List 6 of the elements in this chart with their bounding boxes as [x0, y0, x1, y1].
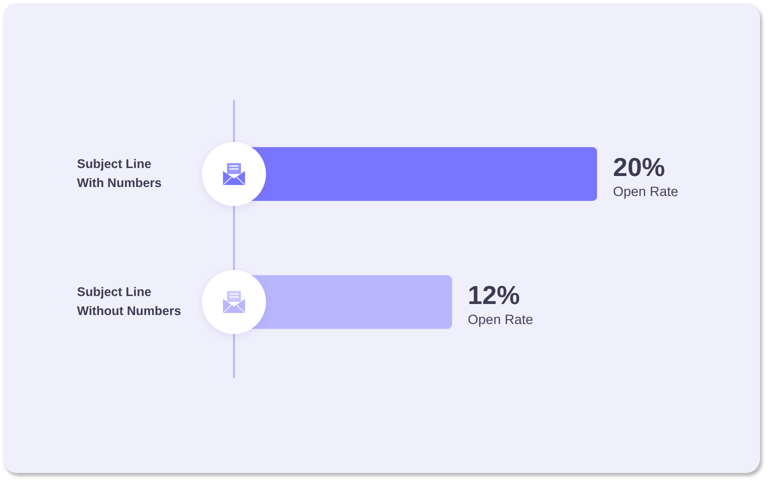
annotation: Open Rate	[613, 184, 678, 199]
y-tick-label: Subject Line Without Numbers	[77, 285, 182, 318]
annotation: Open Rate	[468, 312, 534, 327]
data-label: 12%	[468, 280, 520, 310]
y-tick-label: Subject Line With Numbers	[77, 157, 162, 190]
data-label: 20%	[613, 152, 666, 182]
